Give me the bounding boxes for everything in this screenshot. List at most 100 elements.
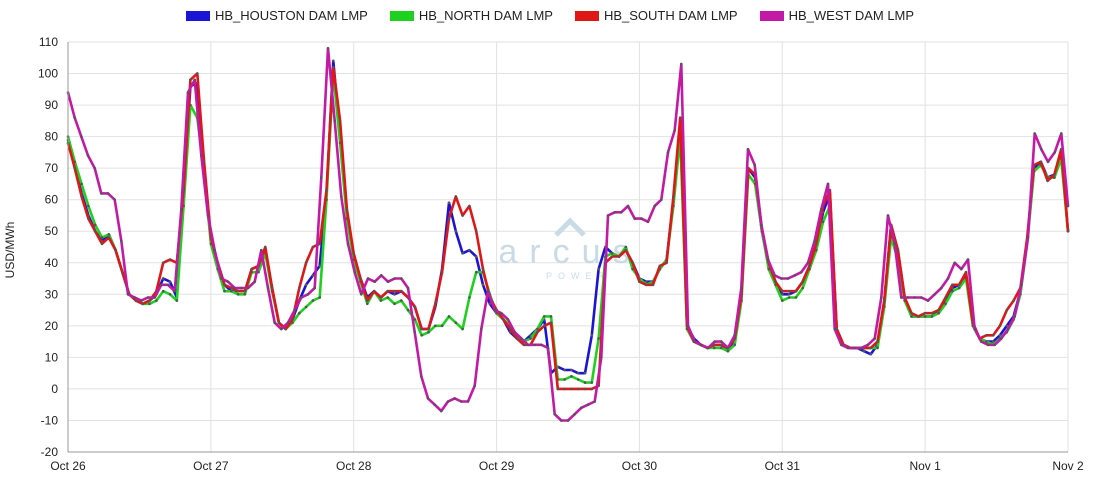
legend-item-south[interactable]: HB_SOUTH DAM LMP bbox=[574, 8, 738, 23]
data-point bbox=[926, 299, 930, 302]
data-point bbox=[873, 337, 876, 340]
data-point bbox=[944, 296, 947, 299]
data-point bbox=[193, 78, 196, 82]
data-point bbox=[651, 283, 655, 287]
data-point bbox=[529, 337, 532, 340]
data-point bbox=[106, 192, 110, 195]
legend-label-west: HB_WEST DAM LMP bbox=[788, 8, 915, 23]
data-point bbox=[631, 267, 634, 271]
data-point bbox=[883, 299, 886, 302]
data-point bbox=[440, 270, 444, 274]
data-point bbox=[786, 277, 790, 280]
data-point bbox=[566, 419, 570, 422]
data-point bbox=[373, 280, 377, 284]
data-point bbox=[100, 242, 104, 246]
data-point bbox=[338, 119, 342, 123]
series-line-hb_north bbox=[66, 72, 1070, 384]
data-point bbox=[1066, 204, 1070, 208]
data-point bbox=[100, 192, 103, 195]
data-point bbox=[474, 229, 478, 233]
chart-legend: HB_HOUSTON DAM LMP HB_NORTH DAM LMP HB_S… bbox=[0, 8, 1100, 23]
data-point bbox=[753, 163, 756, 167]
data-point bbox=[461, 214, 464, 217]
data-point bbox=[87, 204, 90, 208]
data-point bbox=[917, 315, 920, 318]
series-line-hb_south bbox=[66, 65, 1070, 391]
data-point bbox=[318, 264, 322, 268]
data-point bbox=[366, 299, 369, 302]
data-point bbox=[453, 397, 457, 400]
data-point bbox=[1053, 151, 1056, 154]
data-point bbox=[468, 248, 471, 252]
data-point bbox=[243, 289, 247, 293]
data-point bbox=[420, 327, 424, 331]
data-point bbox=[813, 239, 816, 242]
data-point bbox=[73, 116, 76, 119]
data-point bbox=[944, 302, 947, 306]
data-point bbox=[153, 296, 156, 299]
data-point bbox=[801, 280, 804, 284]
data-point bbox=[896, 248, 900, 252]
data-point bbox=[86, 154, 90, 157]
data-point bbox=[393, 302, 396, 306]
data-point bbox=[610, 252, 614, 255]
data-point bbox=[481, 283, 485, 287]
data-point bbox=[121, 270, 124, 274]
data-point bbox=[148, 299, 151, 302]
data-point bbox=[359, 277, 362, 280]
data-point bbox=[320, 176, 323, 179]
data-point bbox=[304, 305, 308, 309]
data-point bbox=[536, 330, 539, 334]
data-point bbox=[461, 327, 464, 331]
data-point bbox=[488, 302, 492, 306]
data-point bbox=[502, 318, 505, 321]
data-point bbox=[313, 286, 317, 290]
data-point bbox=[87, 217, 90, 220]
data-point bbox=[686, 324, 690, 328]
data-point bbox=[379, 299, 383, 302]
data-point bbox=[933, 293, 936, 296]
data-point bbox=[1005, 308, 1009, 312]
data-point bbox=[910, 315, 913, 318]
data-point bbox=[270, 286, 274, 290]
data-point bbox=[80, 135, 83, 138]
data-point bbox=[644, 283, 648, 287]
data-point bbox=[413, 318, 417, 321]
data-point bbox=[536, 327, 539, 331]
data-point bbox=[304, 283, 308, 287]
data-point bbox=[173, 289, 176, 293]
data-point bbox=[900, 296, 903, 299]
data-point bbox=[953, 261, 956, 265]
watermark-sub: POWER bbox=[546, 271, 610, 281]
legend-item-houston[interactable]: HB_HOUSTON DAM LMP bbox=[185, 8, 368, 23]
data-point bbox=[260, 248, 263, 252]
data-point bbox=[631, 261, 634, 265]
data-point bbox=[597, 267, 600, 271]
chart-axes: -20 -10 0 10 20 30 40 50 60 70 80 90 100 110 Oct 26 Oct… bbox=[38, 35, 1084, 473]
series-points-hb_north bbox=[66, 72, 1070, 384]
data-point bbox=[1012, 299, 1015, 302]
data-point bbox=[821, 220, 825, 224]
data-point bbox=[126, 293, 130, 296]
data-point bbox=[515, 337, 519, 340]
data-point bbox=[440, 409, 443, 413]
data-point bbox=[454, 321, 458, 325]
legend-item-north[interactable]: HB_NORTH DAM LMP bbox=[389, 8, 553, 23]
legend-item-west[interactable]: HB_WEST DAM LMP bbox=[759, 8, 915, 23]
data-point bbox=[161, 277, 165, 280]
data-point bbox=[233, 286, 236, 290]
data-point bbox=[93, 166, 96, 170]
data-point bbox=[223, 289, 226, 293]
data-point bbox=[951, 283, 954, 287]
data-point bbox=[366, 302, 369, 306]
data-point bbox=[563, 368, 566, 372]
data-point bbox=[346, 242, 350, 246]
data-point bbox=[546, 346, 550, 350]
data-point bbox=[468, 204, 471, 208]
data-point bbox=[573, 412, 576, 416]
legend-label-south: HB_SOUTH DAM LMP bbox=[603, 8, 738, 23]
data-point bbox=[413, 305, 417, 309]
data-point bbox=[787, 293, 791, 296]
data-point bbox=[120, 239, 123, 242]
